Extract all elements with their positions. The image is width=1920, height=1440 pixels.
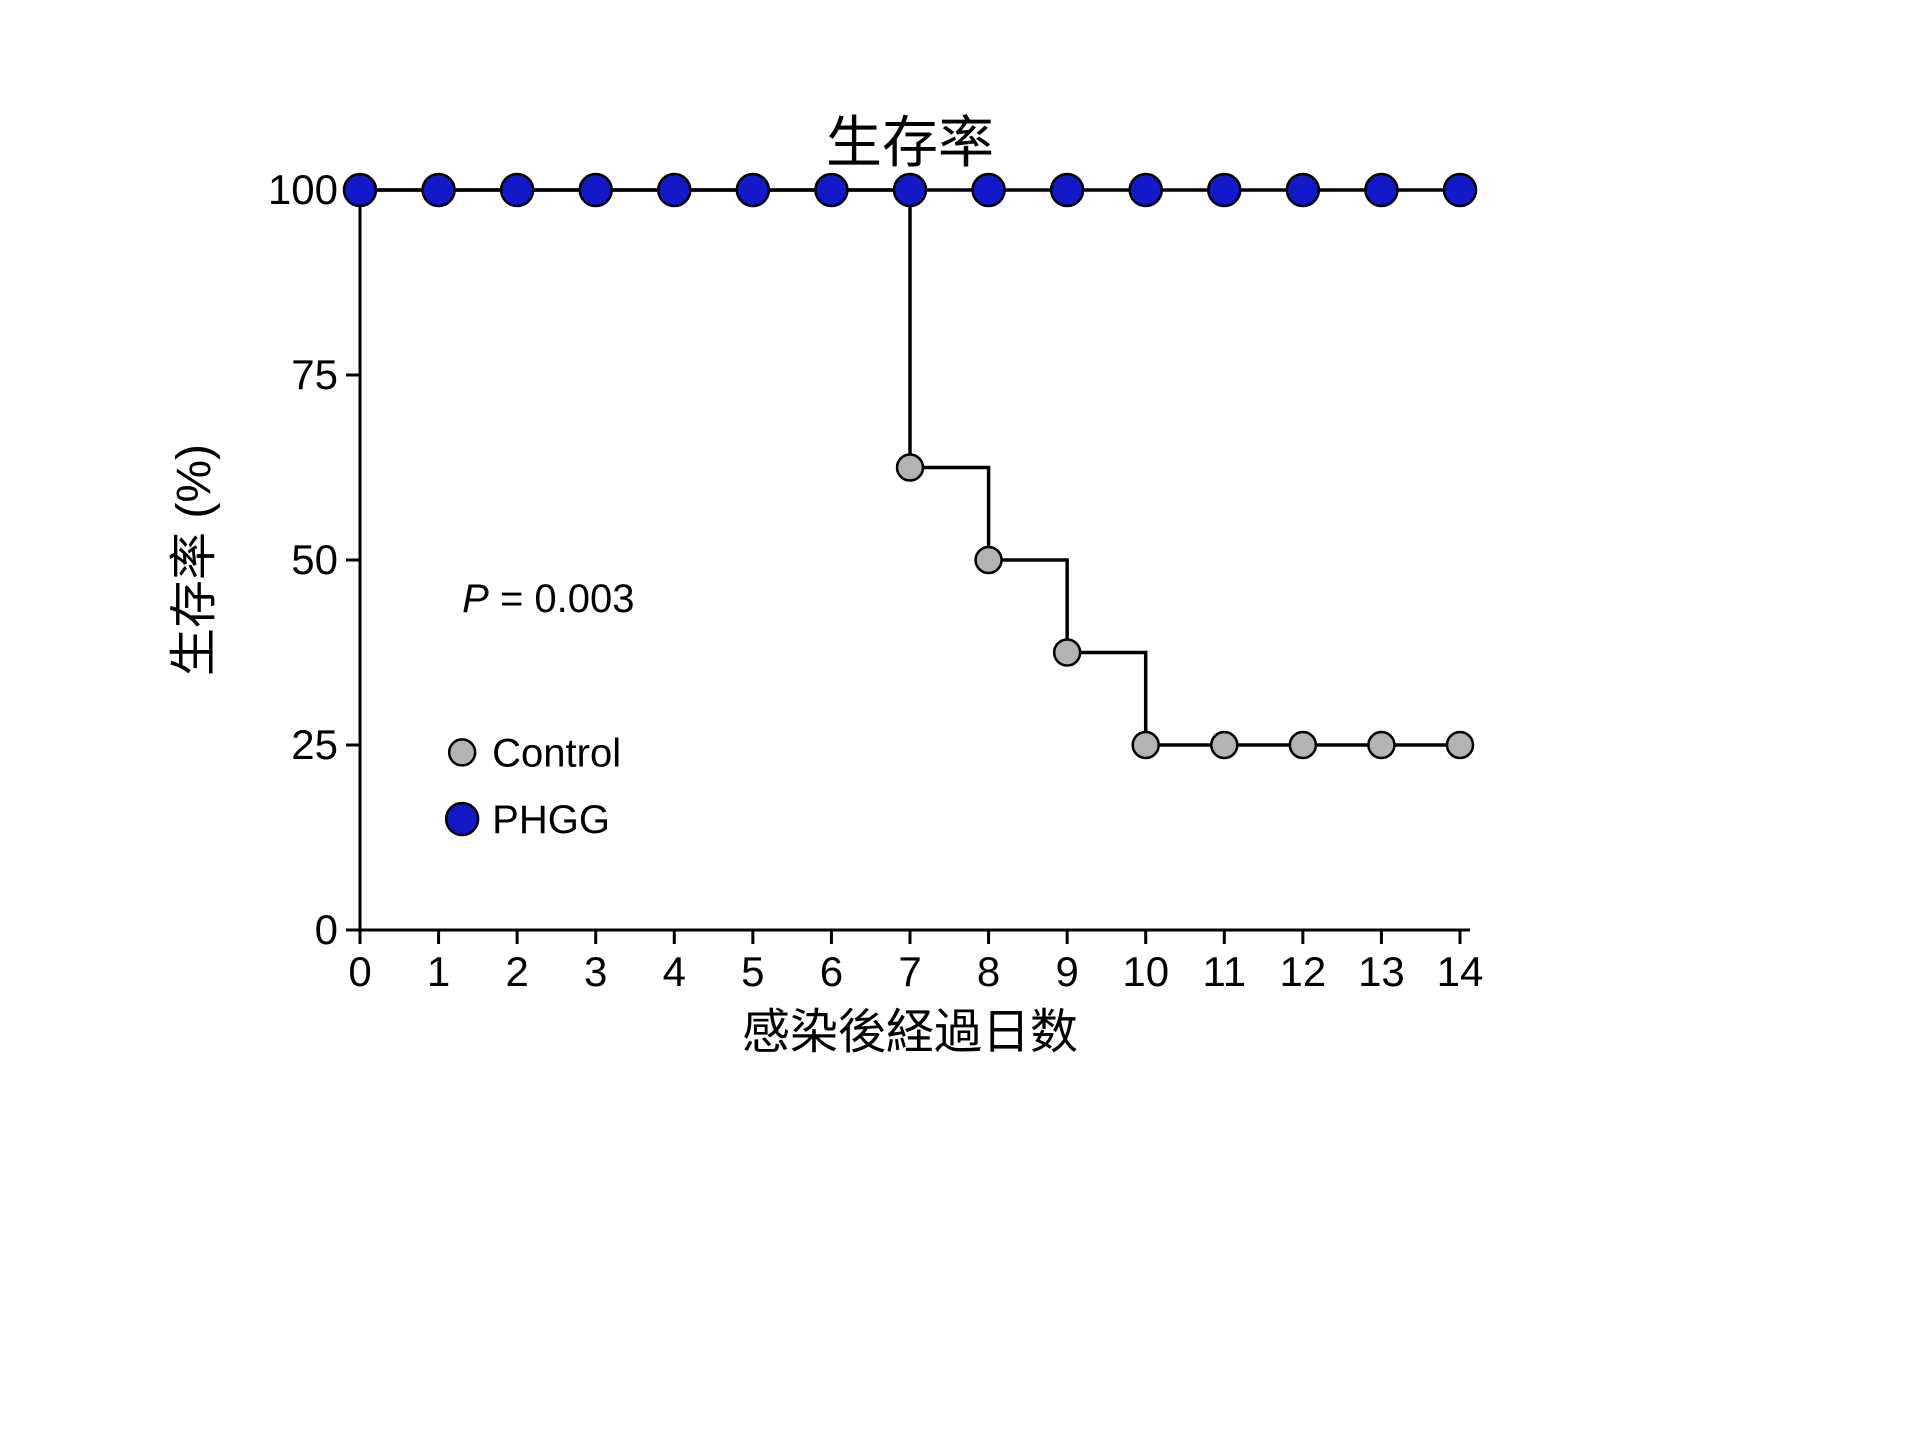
control-marker	[1054, 640, 1080, 666]
y-tick-label: 100	[268, 166, 338, 213]
x-tick-label: 3	[584, 948, 607, 995]
control-marker	[976, 547, 1002, 573]
phgg-marker	[1444, 174, 1476, 206]
control-marker	[1368, 732, 1394, 758]
control-marker	[1447, 732, 1473, 758]
x-tick-label: 9	[1055, 948, 1078, 995]
legend-label-phgg: PHGG	[492, 798, 610, 842]
y-tick-label: 25	[291, 721, 338, 768]
phgg-marker	[501, 174, 533, 206]
legend-label-control: Control	[492, 731, 621, 775]
phgg-marker	[1051, 174, 1083, 206]
x-tick-label: 0	[348, 948, 371, 995]
y-axis-title: 生存率 (%)	[168, 444, 221, 676]
x-tick-label: 7	[898, 948, 921, 995]
x-tick-label: 14	[1437, 948, 1484, 995]
phgg-marker	[894, 174, 926, 206]
phgg-marker	[815, 174, 847, 206]
phgg-marker	[658, 174, 690, 206]
y-tick-label: 50	[291, 536, 338, 583]
phgg-marker	[423, 174, 455, 206]
x-tick-label: 8	[977, 948, 1000, 995]
legend-marker-phgg	[446, 803, 478, 835]
phgg-marker	[1365, 174, 1397, 206]
chart-svg: 生存率025507510001234567891011121314感染後経過日数…	[160, 90, 1560, 1190]
x-tick-label: 6	[820, 948, 843, 995]
x-tick-label: 4	[663, 948, 686, 995]
phgg-marker	[973, 174, 1005, 206]
x-tick-label: 1	[427, 948, 450, 995]
x-tick-label: 5	[741, 948, 764, 995]
y-tick-label: 0	[315, 906, 338, 953]
y-tick-label: 75	[291, 351, 338, 398]
x-axis-title: 感染後経過日数	[742, 1006, 1078, 1059]
chart-title: 生存率	[826, 111, 994, 174]
phgg-marker	[737, 174, 769, 206]
control-marker	[897, 455, 923, 481]
x-tick-label: 12	[1279, 948, 1326, 995]
phgg-marker	[1208, 174, 1240, 206]
control-marker	[1211, 732, 1237, 758]
phgg-marker	[1287, 174, 1319, 206]
survival-chart: 生存率025507510001234567891011121314感染後経過日数…	[160, 90, 1560, 1190]
control-marker	[1290, 732, 1316, 758]
p-value-label: P = 0.003	[462, 577, 634, 621]
x-tick-label: 2	[505, 948, 528, 995]
control-marker	[1133, 732, 1159, 758]
phgg-marker	[1130, 174, 1162, 206]
x-tick-label: 11	[1202, 948, 1246, 995]
legend-marker-control	[449, 739, 475, 765]
x-tick-label: 13	[1358, 948, 1405, 995]
phgg-marker	[580, 174, 612, 206]
phgg-marker	[344, 174, 376, 206]
x-tick-label: 10	[1122, 948, 1169, 995]
